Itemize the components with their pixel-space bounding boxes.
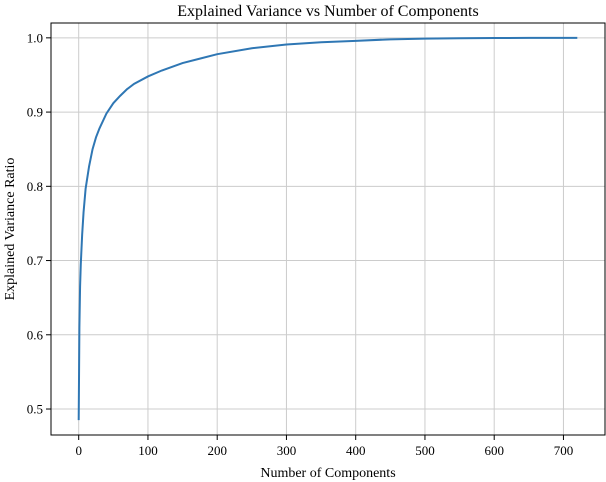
plot-frame (50, 22, 606, 436)
x-tick-label: 200 (207, 443, 227, 458)
x-tick-label: 0 (75, 443, 82, 458)
x-tick-label: 700 (554, 443, 574, 458)
x-tick-label: 600 (484, 443, 504, 458)
x-tick-label: 500 (415, 443, 435, 458)
y-tick-label: 0.8 (27, 179, 43, 194)
y-tick-label: 0.6 (27, 327, 44, 342)
y-tick-label: 0.9 (27, 105, 43, 120)
y-axis: 0.5 0.6 0.7 0.8 0.9 1.0 (27, 30, 51, 417)
x-axis: 0 100 200 300 400 500 600 700 (75, 435, 573, 458)
y-axis-label: Explained Variance Ratio (3, 158, 18, 301)
x-tick-label: 300 (277, 443, 297, 458)
y-tick-label: 0.5 (27, 402, 43, 417)
x-tick-label: 400 (346, 443, 366, 458)
x-axis-label: Number of Components (260, 466, 395, 481)
chart-title: Explained Variance vs Number of Componen… (177, 3, 478, 20)
series-line (77, 36, 578, 421)
x-tick-label: 100 (138, 443, 158, 458)
y-tick-label: 1.0 (27, 30, 43, 45)
y-tick-label: 0.7 (27, 253, 44, 268)
